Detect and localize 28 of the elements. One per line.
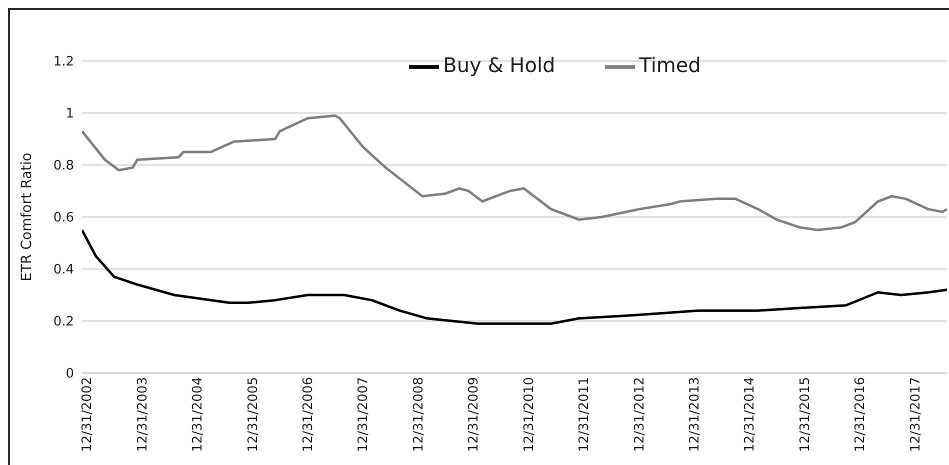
x-tick-label: 12/31/2004 xyxy=(190,377,206,452)
x-tick-label: 12/31/2015 xyxy=(798,377,813,452)
y-tick-label: 0.8 xyxy=(53,158,74,174)
x-tick-label: 12/31/2009 xyxy=(466,377,482,452)
x-tick-label: 12/31/2008 xyxy=(412,377,427,452)
x-tick-label: 12/31/2005 xyxy=(246,377,261,452)
x-tick-label: 12/31/2002 xyxy=(80,377,96,452)
y-tick-label: 1 xyxy=(66,106,74,122)
line-series xyxy=(82,114,947,232)
x-tick-label: 12/31/2016 xyxy=(853,377,868,452)
y-tick-label: 0.6 xyxy=(53,210,74,226)
x-tick-label: 12/31/2011 xyxy=(577,377,592,452)
y-tick-label: 0 xyxy=(66,366,74,382)
legend-label: Buy & Hold xyxy=(443,53,556,78)
x-tick-label: 12/31/2017 xyxy=(908,377,924,452)
x-tick-label: 12/31/2012 xyxy=(632,377,648,452)
legend-label: Timed xyxy=(639,53,701,78)
x-tick-label: 12/31/2003 xyxy=(135,377,150,452)
x-tick-label: 12/31/2014 xyxy=(742,377,758,452)
x-tick-label: 12/31/2007 xyxy=(356,377,372,452)
line-series xyxy=(82,228,947,325)
y-tick-label: 1.2 xyxy=(53,54,74,70)
x-tick-label: 12/31/2010 xyxy=(522,377,537,452)
x-tick-label: 12/31/2006 xyxy=(301,377,316,452)
x-tick-label: 12/31/2013 xyxy=(688,377,703,452)
y-tick-label: 0.2 xyxy=(53,314,74,330)
y-tick-label: 0.4 xyxy=(53,262,74,278)
y-axis-title: ETR Comfort Ratio xyxy=(18,152,35,282)
